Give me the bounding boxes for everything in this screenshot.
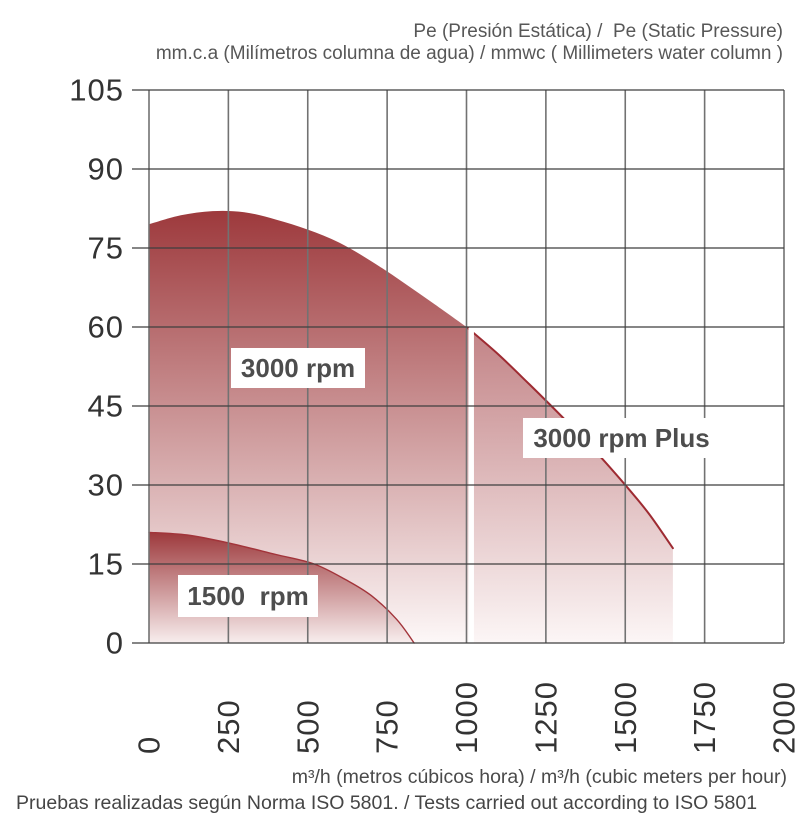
y-tick-label: 30 bbox=[88, 468, 124, 503]
x-tick-label: 0 bbox=[132, 736, 167, 754]
iso-test-note: Pruebas realizadas según Norma ISO 5801.… bbox=[16, 792, 758, 814]
chart-title-block: Pe (Presión Estática) / Pe (Static Press… bbox=[156, 21, 783, 65]
x-tick-label: 500 bbox=[290, 699, 325, 754]
curve-label-1500-rpm: 1500 rpm bbox=[178, 575, 318, 617]
x-tick-label: 2000 bbox=[767, 681, 800, 754]
x-tick-label: 750 bbox=[370, 699, 405, 754]
x-tick-label: 1500 bbox=[608, 681, 643, 754]
y-tick-label: 15 bbox=[88, 547, 124, 582]
y-tick-label: 45 bbox=[88, 389, 124, 424]
x-tick-label: 1250 bbox=[528, 681, 563, 754]
y-tick-label: 90 bbox=[88, 152, 124, 187]
chart-title: Pe (Presión Estática) / Pe (Static Press… bbox=[413, 21, 783, 42]
x-axis-tick-labels: 0 250 500 750 1000 1250 1500 1750 2000 bbox=[132, 681, 800, 754]
x-tick-label: 1750 bbox=[687, 681, 722, 754]
vertical-gridlines bbox=[148, 90, 785, 643]
curve-label-3000-rpm-plus: 3000 rpm Plus bbox=[523, 418, 720, 458]
y-tick-label: 105 bbox=[69, 73, 124, 108]
y-tick-label: 60 bbox=[88, 310, 124, 345]
horizontal-gridlines bbox=[132, 89, 784, 644]
y-axis-tick-labels: 0 15 30 45 60 75 90 105 bbox=[69, 73, 124, 661]
x-tick-label: 250 bbox=[211, 699, 246, 754]
x-tick-label: 1000 bbox=[449, 681, 484, 754]
curve-label-3000-rpm: 3000 rpm bbox=[231, 348, 365, 388]
y-tick-label: 75 bbox=[88, 231, 124, 266]
y-tick-label: 0 bbox=[106, 626, 124, 661]
x-axis-title: m³/h (metros cúbicos hora) / m³/h (cubic… bbox=[291, 766, 787, 788]
chart-units-subtitle: mm.c.a (Milímetros columna de agua) / mm… bbox=[155, 43, 783, 64]
